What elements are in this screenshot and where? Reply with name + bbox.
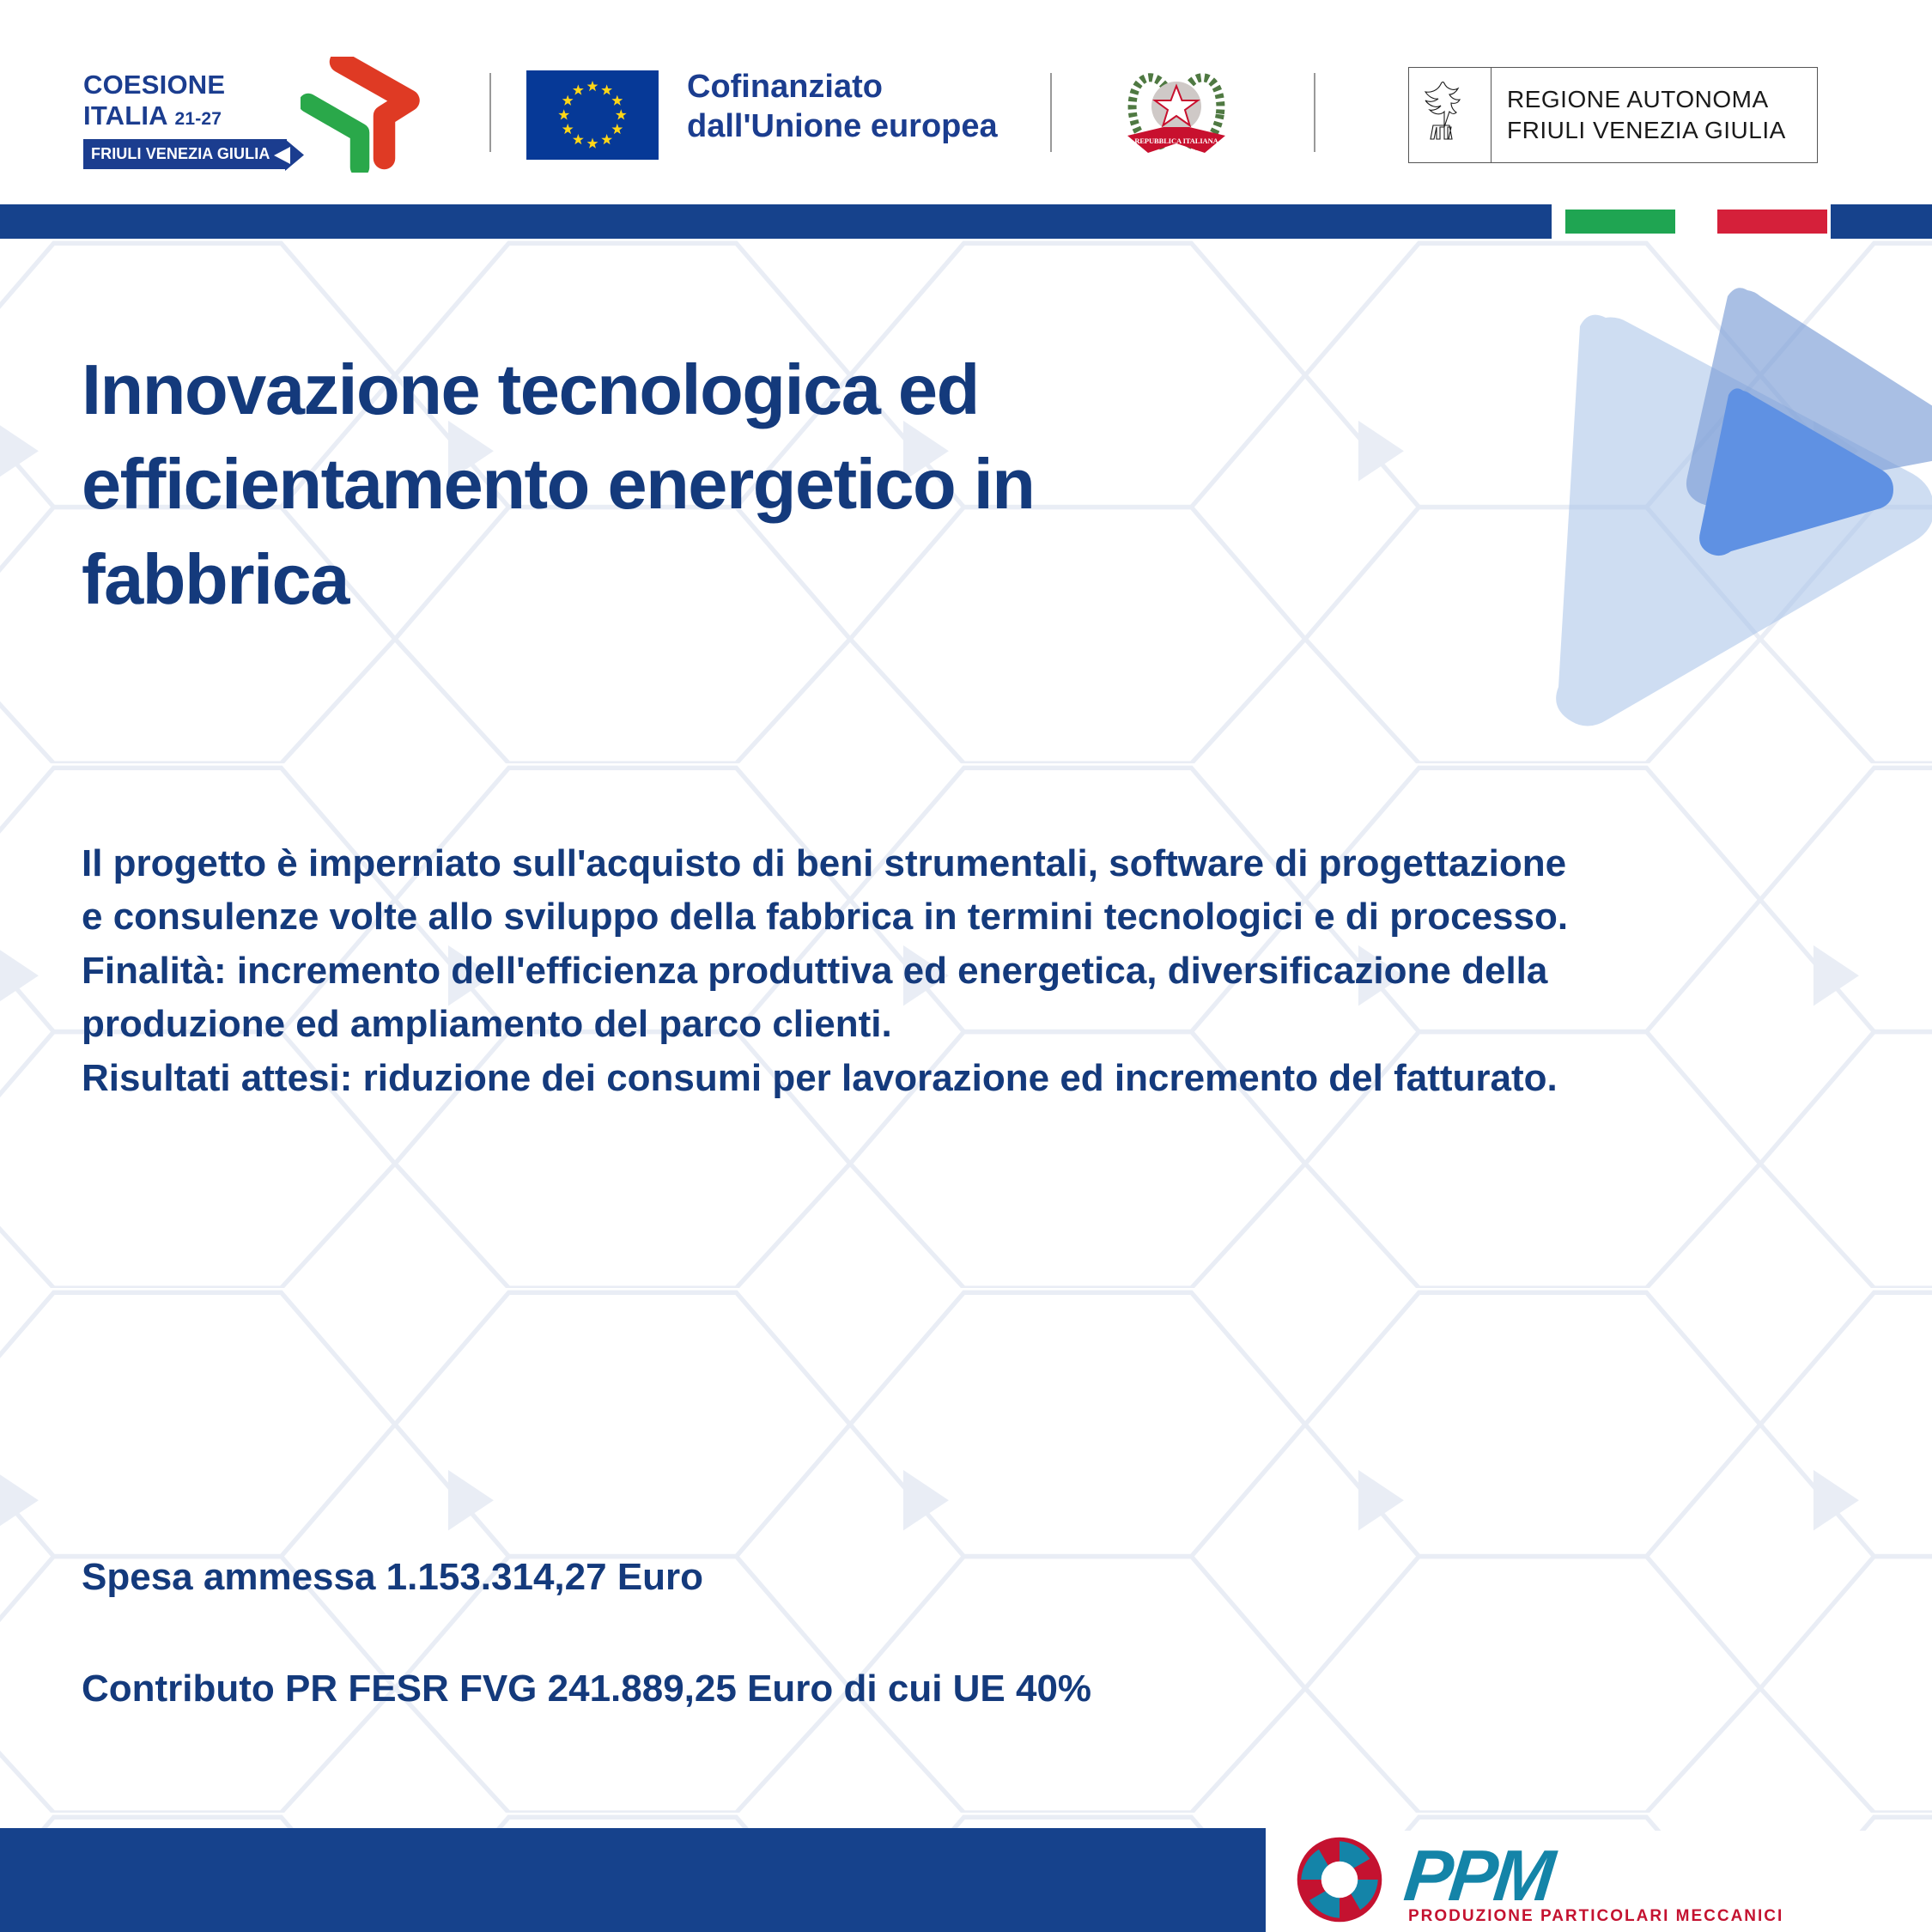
svg-text:REPUBBLICA ITALIANA: REPUBBLICA ITALIANA	[1134, 137, 1218, 145]
svg-text:PPM: PPM	[1400, 1835, 1560, 1916]
svg-text:PRODUZIONE PARTICOLARI MECCANI: PRODUZIONE PARTICOLARI MECCANICI	[1408, 1907, 1783, 1925]
